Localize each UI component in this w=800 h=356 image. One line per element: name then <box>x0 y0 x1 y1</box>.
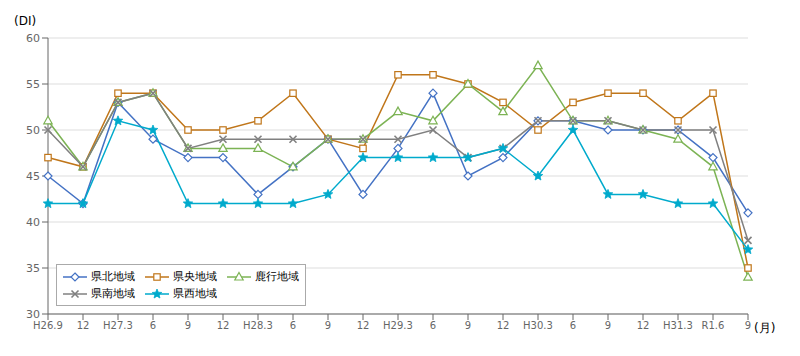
svg-text:9: 9 <box>185 320 191 331</box>
svg-text:60: 60 <box>26 32 40 45</box>
svg-text:9: 9 <box>745 320 751 331</box>
svg-text:9: 9 <box>465 320 471 331</box>
svg-text:12: 12 <box>357 320 370 331</box>
html-text:県南地域: 県南地域 <box>91 287 135 300</box>
svg-text:12: 12 <box>77 320 90 331</box>
svg-text:H26.9: H26.9 <box>33 320 63 331</box>
html-text:(月): (月) <box>754 321 776 335</box>
svg-text:40: 40 <box>26 216 40 229</box>
svg-text:R1.6: R1.6 <box>702 320 725 331</box>
svg-text:45: 45 <box>26 170 40 183</box>
svg-text:6: 6 <box>290 320 296 331</box>
html-text:県北地域: 県北地域 <box>91 270 135 283</box>
html-text:鹿行地域: 鹿行地域 <box>255 270 299 283</box>
svg-text:H31.3: H31.3 <box>663 320 693 331</box>
svg-text:12: 12 <box>637 320 650 331</box>
svg-text:6: 6 <box>430 320 436 331</box>
svg-text:H27.3: H27.3 <box>103 320 133 331</box>
svg-text:6: 6 <box>570 320 576 331</box>
html-text:県央地域: 県央地域 <box>173 270 217 283</box>
svg-text:12: 12 <box>497 320 510 331</box>
svg-text:H28.3: H28.3 <box>243 320 273 331</box>
svg-text:50: 50 <box>26 124 40 137</box>
svg-text:30: 30 <box>26 308 40 321</box>
svg-text:12: 12 <box>217 320 230 331</box>
svg-text:H30.3: H30.3 <box>523 320 553 331</box>
svg-text:55: 55 <box>26 78 40 91</box>
svg-text:6: 6 <box>150 320 156 331</box>
svg-text:9: 9 <box>325 320 331 331</box>
html-text:県西地域: 県西地域 <box>173 287 217 300</box>
svg-text:9: 9 <box>605 320 611 331</box>
svg-text:35: 35 <box>26 262 40 275</box>
svg-text:H29.3: H29.3 <box>383 320 413 331</box>
html-text:(DI): (DI) <box>14 14 37 28</box>
